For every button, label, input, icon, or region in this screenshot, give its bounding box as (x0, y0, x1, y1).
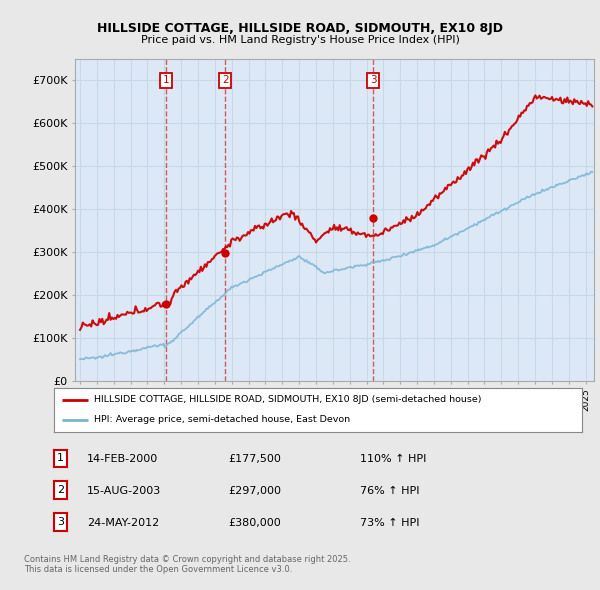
Text: 76% ↑ HPI: 76% ↑ HPI (360, 486, 419, 496)
Text: 1: 1 (163, 76, 170, 86)
Text: Contains HM Land Registry data © Crown copyright and database right 2025.
This d: Contains HM Land Registry data © Crown c… (24, 555, 350, 574)
Text: 73% ↑ HPI: 73% ↑ HPI (360, 518, 419, 527)
Text: 24-MAY-2012: 24-MAY-2012 (87, 518, 159, 527)
Text: 1: 1 (57, 454, 64, 463)
Text: 14-FEB-2000: 14-FEB-2000 (87, 454, 158, 464)
Text: 15-AUG-2003: 15-AUG-2003 (87, 486, 161, 496)
Text: HILLSIDE COTTAGE, HILLSIDE ROAD, SIDMOUTH, EX10 8JD (semi-detached house): HILLSIDE COTTAGE, HILLSIDE ROAD, SIDMOUT… (94, 395, 481, 404)
Text: 2: 2 (222, 76, 229, 86)
Text: HILLSIDE COTTAGE, HILLSIDE ROAD, SIDMOUTH, EX10 8JD: HILLSIDE COTTAGE, HILLSIDE ROAD, SIDMOUT… (97, 22, 503, 35)
Text: £380,000: £380,000 (228, 518, 281, 527)
Text: HPI: Average price, semi-detached house, East Devon: HPI: Average price, semi-detached house,… (94, 415, 350, 424)
Text: 3: 3 (57, 517, 64, 527)
Text: Price paid vs. HM Land Registry's House Price Index (HPI): Price paid vs. HM Land Registry's House … (140, 35, 460, 45)
Text: 110% ↑ HPI: 110% ↑ HPI (360, 454, 427, 464)
Text: 3: 3 (370, 76, 376, 86)
Text: 2: 2 (57, 486, 64, 495)
Text: £297,000: £297,000 (228, 486, 281, 496)
Text: £177,500: £177,500 (228, 454, 281, 464)
